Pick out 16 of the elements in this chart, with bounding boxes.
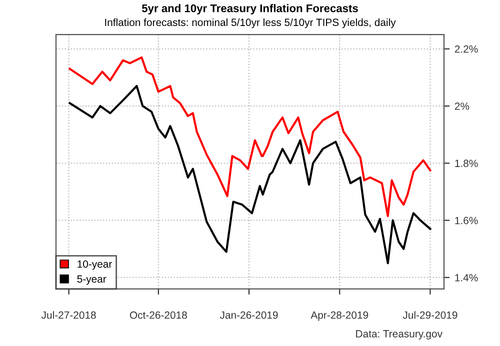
chart-title: 5yr and 10yr Treasury Inflation Forecasts bbox=[142, 4, 358, 14]
x-tick-label: Jan-26-2019 bbox=[220, 311, 278, 319]
x-tick-label: Oct-26-2018 bbox=[130, 311, 187, 319]
y-tick-label: 1.8% bbox=[455, 160, 478, 168]
y-tick-label: 2.2% bbox=[454, 45, 478, 53]
chart-subtitle: Inflation forecasts: nominal 5/10yr less 5/10yr TIPS yields, daily bbox=[105, 18, 396, 28]
y-tick-label: 2% bbox=[454, 102, 470, 110]
x-tick-label: Jul-29-2019 bbox=[402, 311, 458, 319]
x-tick-label: Jul-27-2018 bbox=[41, 311, 96, 319]
x-tick-label: Apr-28-2019 bbox=[310, 311, 368, 321]
y-tick-label: 1.4% bbox=[455, 274, 478, 282]
line-series bbox=[68, 56, 432, 218]
legend-label: 5-year bbox=[77, 275, 106, 285]
y-tick-label: 1.6% bbox=[455, 216, 478, 224]
text: Data: Treasury.gov bbox=[356, 330, 442, 340]
legend-label: 10-year bbox=[78, 260, 112, 270]
